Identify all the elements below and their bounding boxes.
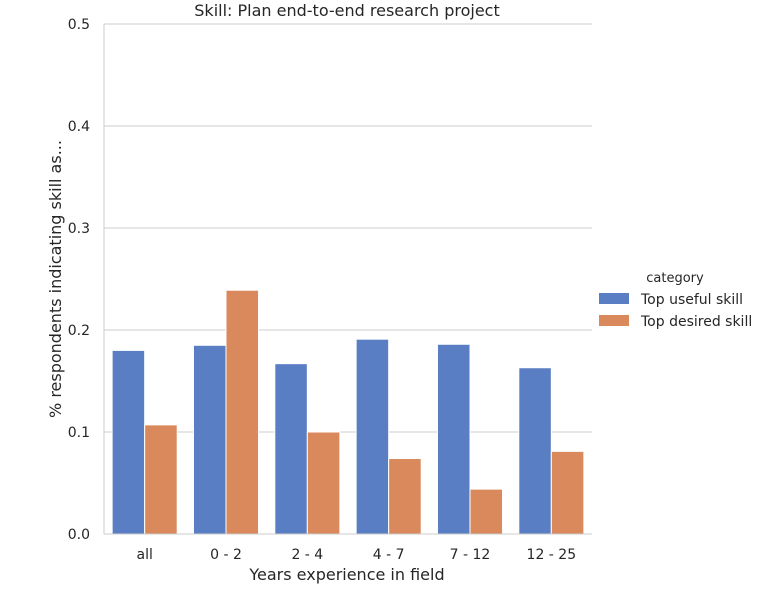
bar-top-desired — [388, 458, 422, 535]
bar-top-desired — [550, 450, 585, 535]
y-tick-label: 0.1 — [68, 425, 90, 441]
x-axis-label: Years experience in field — [248, 565, 444, 584]
x-tick-labels: all 0 - 2 2 - 4 4 - 7 7 - 12 12 - 25 — [136, 547, 576, 563]
x-tick-label: 7 - 12 — [450, 547, 491, 563]
y-tick-label: 0.5 — [68, 17, 90, 33]
bar-top-useful — [274, 363, 308, 535]
y-tick-label: 0.0 — [68, 527, 90, 543]
legend-title: category — [646, 271, 704, 286]
legend-swatch-top-useful — [599, 293, 629, 304]
x-tick-label: 0 - 2 — [210, 547, 242, 563]
bar-top-desired — [225, 289, 260, 535]
bar-top-desired — [306, 431, 341, 535]
y-tick-label: 0.4 — [68, 119, 90, 135]
gridlines — [104, 23, 592, 433]
bar-top-useful — [436, 343, 471, 535]
bar-top-useful — [111, 349, 146, 535]
y-axis-label: % respondents indicating skill as... — [46, 140, 65, 418]
y-tick-labels: 0.0 0.1 0.2 0.3 0.4 0.5 — [68, 17, 90, 543]
legend: category Top useful skill Top desired sk… — [599, 271, 752, 330]
chart-title: Skill: Plan end-to-end research project — [194, 1, 499, 20]
bar-top-useful — [355, 338, 390, 535]
y-tick-label: 0.3 — [68, 221, 90, 237]
bar-top-useful — [518, 367, 552, 535]
x-tick-label: 12 - 25 — [527, 547, 577, 563]
legend-label-top-desired: Top desired skill — [640, 314, 752, 330]
bars — [111, 289, 585, 535]
legend-swatch-top-desired — [599, 315, 629, 326]
x-tick-label: 4 - 7 — [373, 547, 405, 563]
x-tick-label: all — [136, 547, 152, 563]
bar-top-desired — [144, 424, 178, 535]
y-tick-label: 0.2 — [68, 323, 90, 339]
bar-top-desired — [469, 488, 504, 535]
legend-label-top-useful: Top useful skill — [640, 292, 743, 308]
x-tick-label: 2 - 4 — [291, 547, 323, 563]
bar-top-useful — [192, 344, 227, 535]
